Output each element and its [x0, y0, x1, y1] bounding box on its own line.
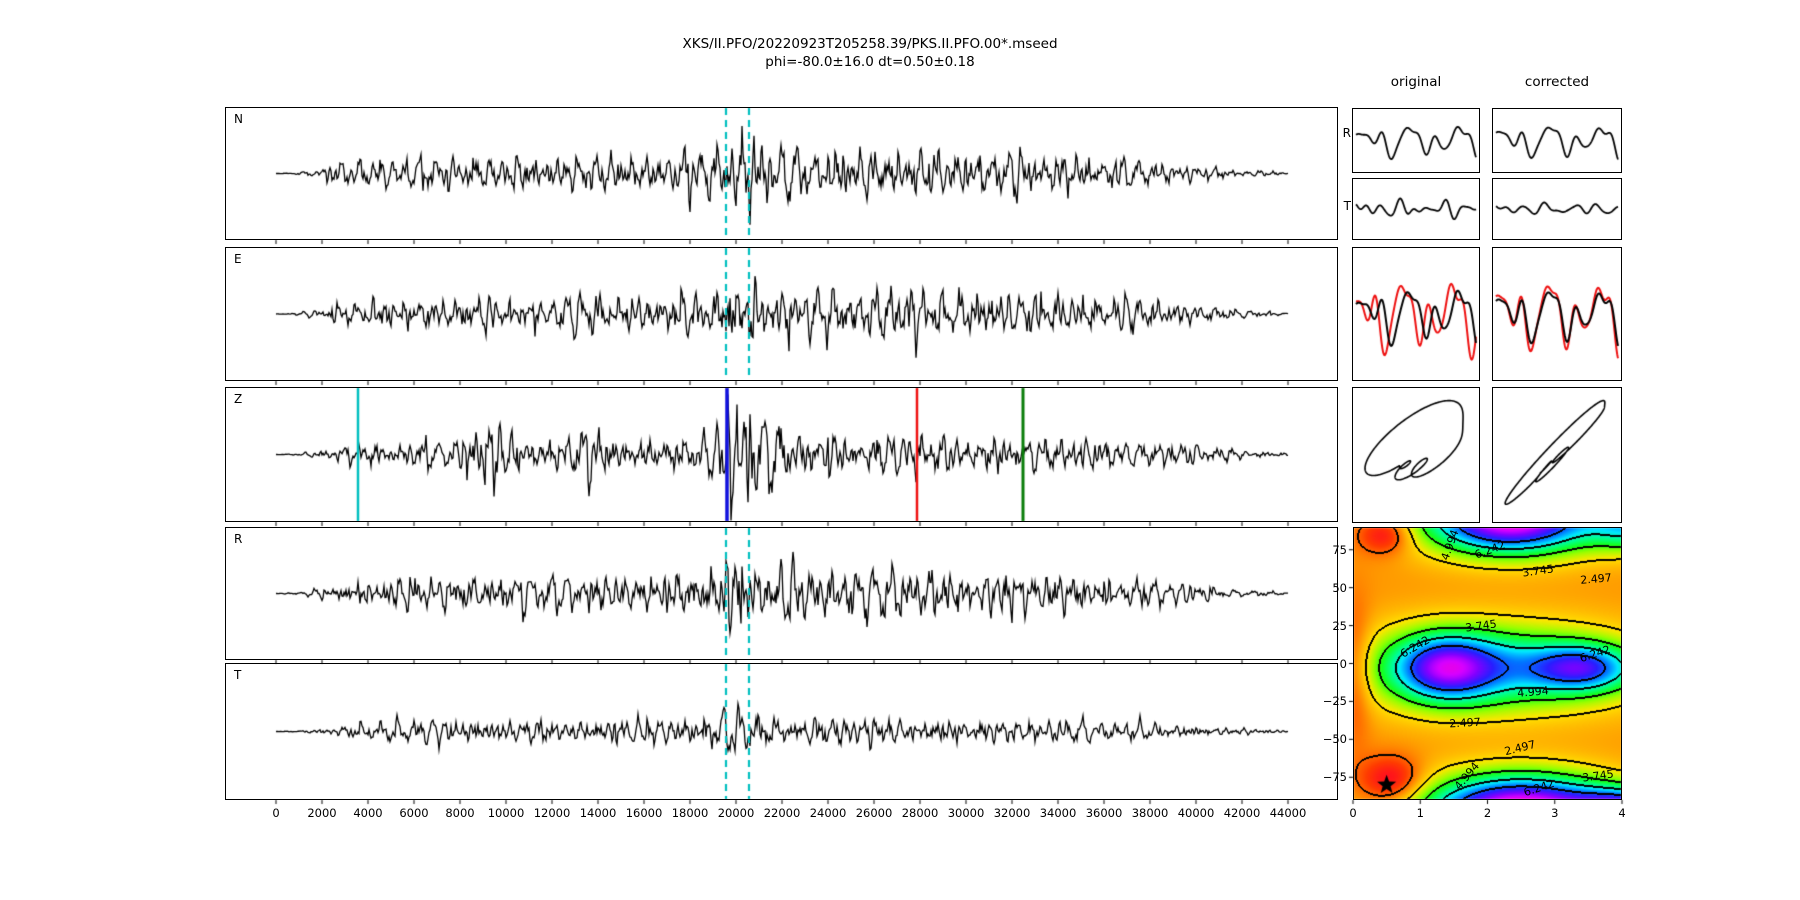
panel-hodogram-original: [1352, 387, 1480, 523]
x-axis-tick-label: 2000: [307, 806, 337, 820]
panel-fastslow-corrected: [1492, 247, 1622, 381]
contour-x-tick-label: 1: [1416, 806, 1424, 820]
x-axis-tick-label: 4000: [353, 806, 383, 820]
panel-waveform-r: [225, 527, 1338, 660]
column-header-corrected: corrected: [1524, 74, 1590, 90]
panel-letter-n: N: [234, 112, 243, 126]
x-axis-tick-label: 6000: [399, 806, 429, 820]
x-axis-tick-label: 32000: [993, 806, 1031, 820]
x-axis-tick-label: 0: [272, 806, 280, 820]
panel-r-original: [1352, 108, 1480, 173]
panel-r-corrected: [1492, 108, 1622, 173]
contour-x-tick-label: 0: [1349, 806, 1357, 820]
panel-letter-e: E: [234, 252, 242, 266]
contour-y-tick-label: 75: [1332, 542, 1347, 557]
x-axis-tick-label: 14000: [579, 806, 617, 820]
column-header-original: original: [1390, 74, 1442, 90]
panel-t-original: [1352, 178, 1480, 240]
contour-y-tick-label: 25: [1332, 618, 1347, 633]
x-axis-tick-label: 30000: [947, 806, 985, 820]
contour-y-tick-label: 0: [1339, 656, 1347, 671]
x-axis-tick-label: 20000: [717, 806, 755, 820]
figure-title: XKS/II.PFO/20220923T205258.39/PKS.II.PFO…: [682, 36, 1058, 52]
x-axis-tick-label: 24000: [809, 806, 847, 820]
x-axis-tick-label: 12000: [533, 806, 571, 820]
panel-waveform-e: [225, 247, 1338, 381]
x-axis-tick-label: 28000: [901, 806, 939, 820]
contour-y-tick-label: 50: [1332, 580, 1347, 595]
contour-x-tick-label: 2: [1483, 806, 1492, 820]
contour-y-tick-label: −75: [1322, 770, 1347, 785]
x-axis-tick-label: 36000: [1085, 806, 1123, 820]
contour-y-tick-label: −25: [1322, 694, 1347, 709]
x-axis-tick-label: 10000: [487, 806, 525, 820]
x-axis-tick-label: 22000: [763, 806, 801, 820]
row-label-t: T: [1343, 199, 1351, 213]
x-axis-tick-label: 16000: [625, 806, 663, 820]
panel-error-surface: [1353, 527, 1622, 800]
row-label-r: R: [1342, 126, 1351, 140]
panel-hodogram-corrected: [1492, 387, 1622, 523]
panel-waveform-t: [225, 663, 1338, 800]
panel-letter-r: R: [234, 532, 243, 546]
contour-inline-label: 2.497: [1580, 570, 1613, 587]
panel-t-corrected: [1492, 178, 1622, 240]
x-axis-tick-label: 44000: [1269, 806, 1307, 820]
x-axis-tick-label: 42000: [1223, 806, 1261, 820]
x-axis-tick-label: 38000: [1131, 806, 1169, 820]
contour-inline-label: 2.497: [1449, 715, 1482, 730]
x-axis-tick-label: 26000: [855, 806, 893, 820]
x-axis-tick-label: 34000: [1039, 806, 1077, 820]
x-axis-tick-label: 8000: [445, 806, 475, 820]
figure-subtitle: phi=-80.0±16.0 dt=0.50±0.18: [765, 54, 975, 70]
contour-y-tick-label: −50: [1322, 732, 1347, 747]
x-axis-tick-label: 18000: [671, 806, 709, 820]
panel-letter-t: T: [234, 668, 242, 682]
panel-fastslow-original: [1352, 247, 1480, 381]
panel-letter-z: Z: [234, 392, 243, 406]
contour-x-tick-label: 3: [1551, 806, 1559, 820]
panel-waveform-n: [225, 107, 1338, 240]
x-axis-tick-label: 40000: [1177, 806, 1215, 820]
contour-x-tick-label: 4: [1618, 806, 1626, 820]
panel-waveform-z: [225, 387, 1338, 522]
